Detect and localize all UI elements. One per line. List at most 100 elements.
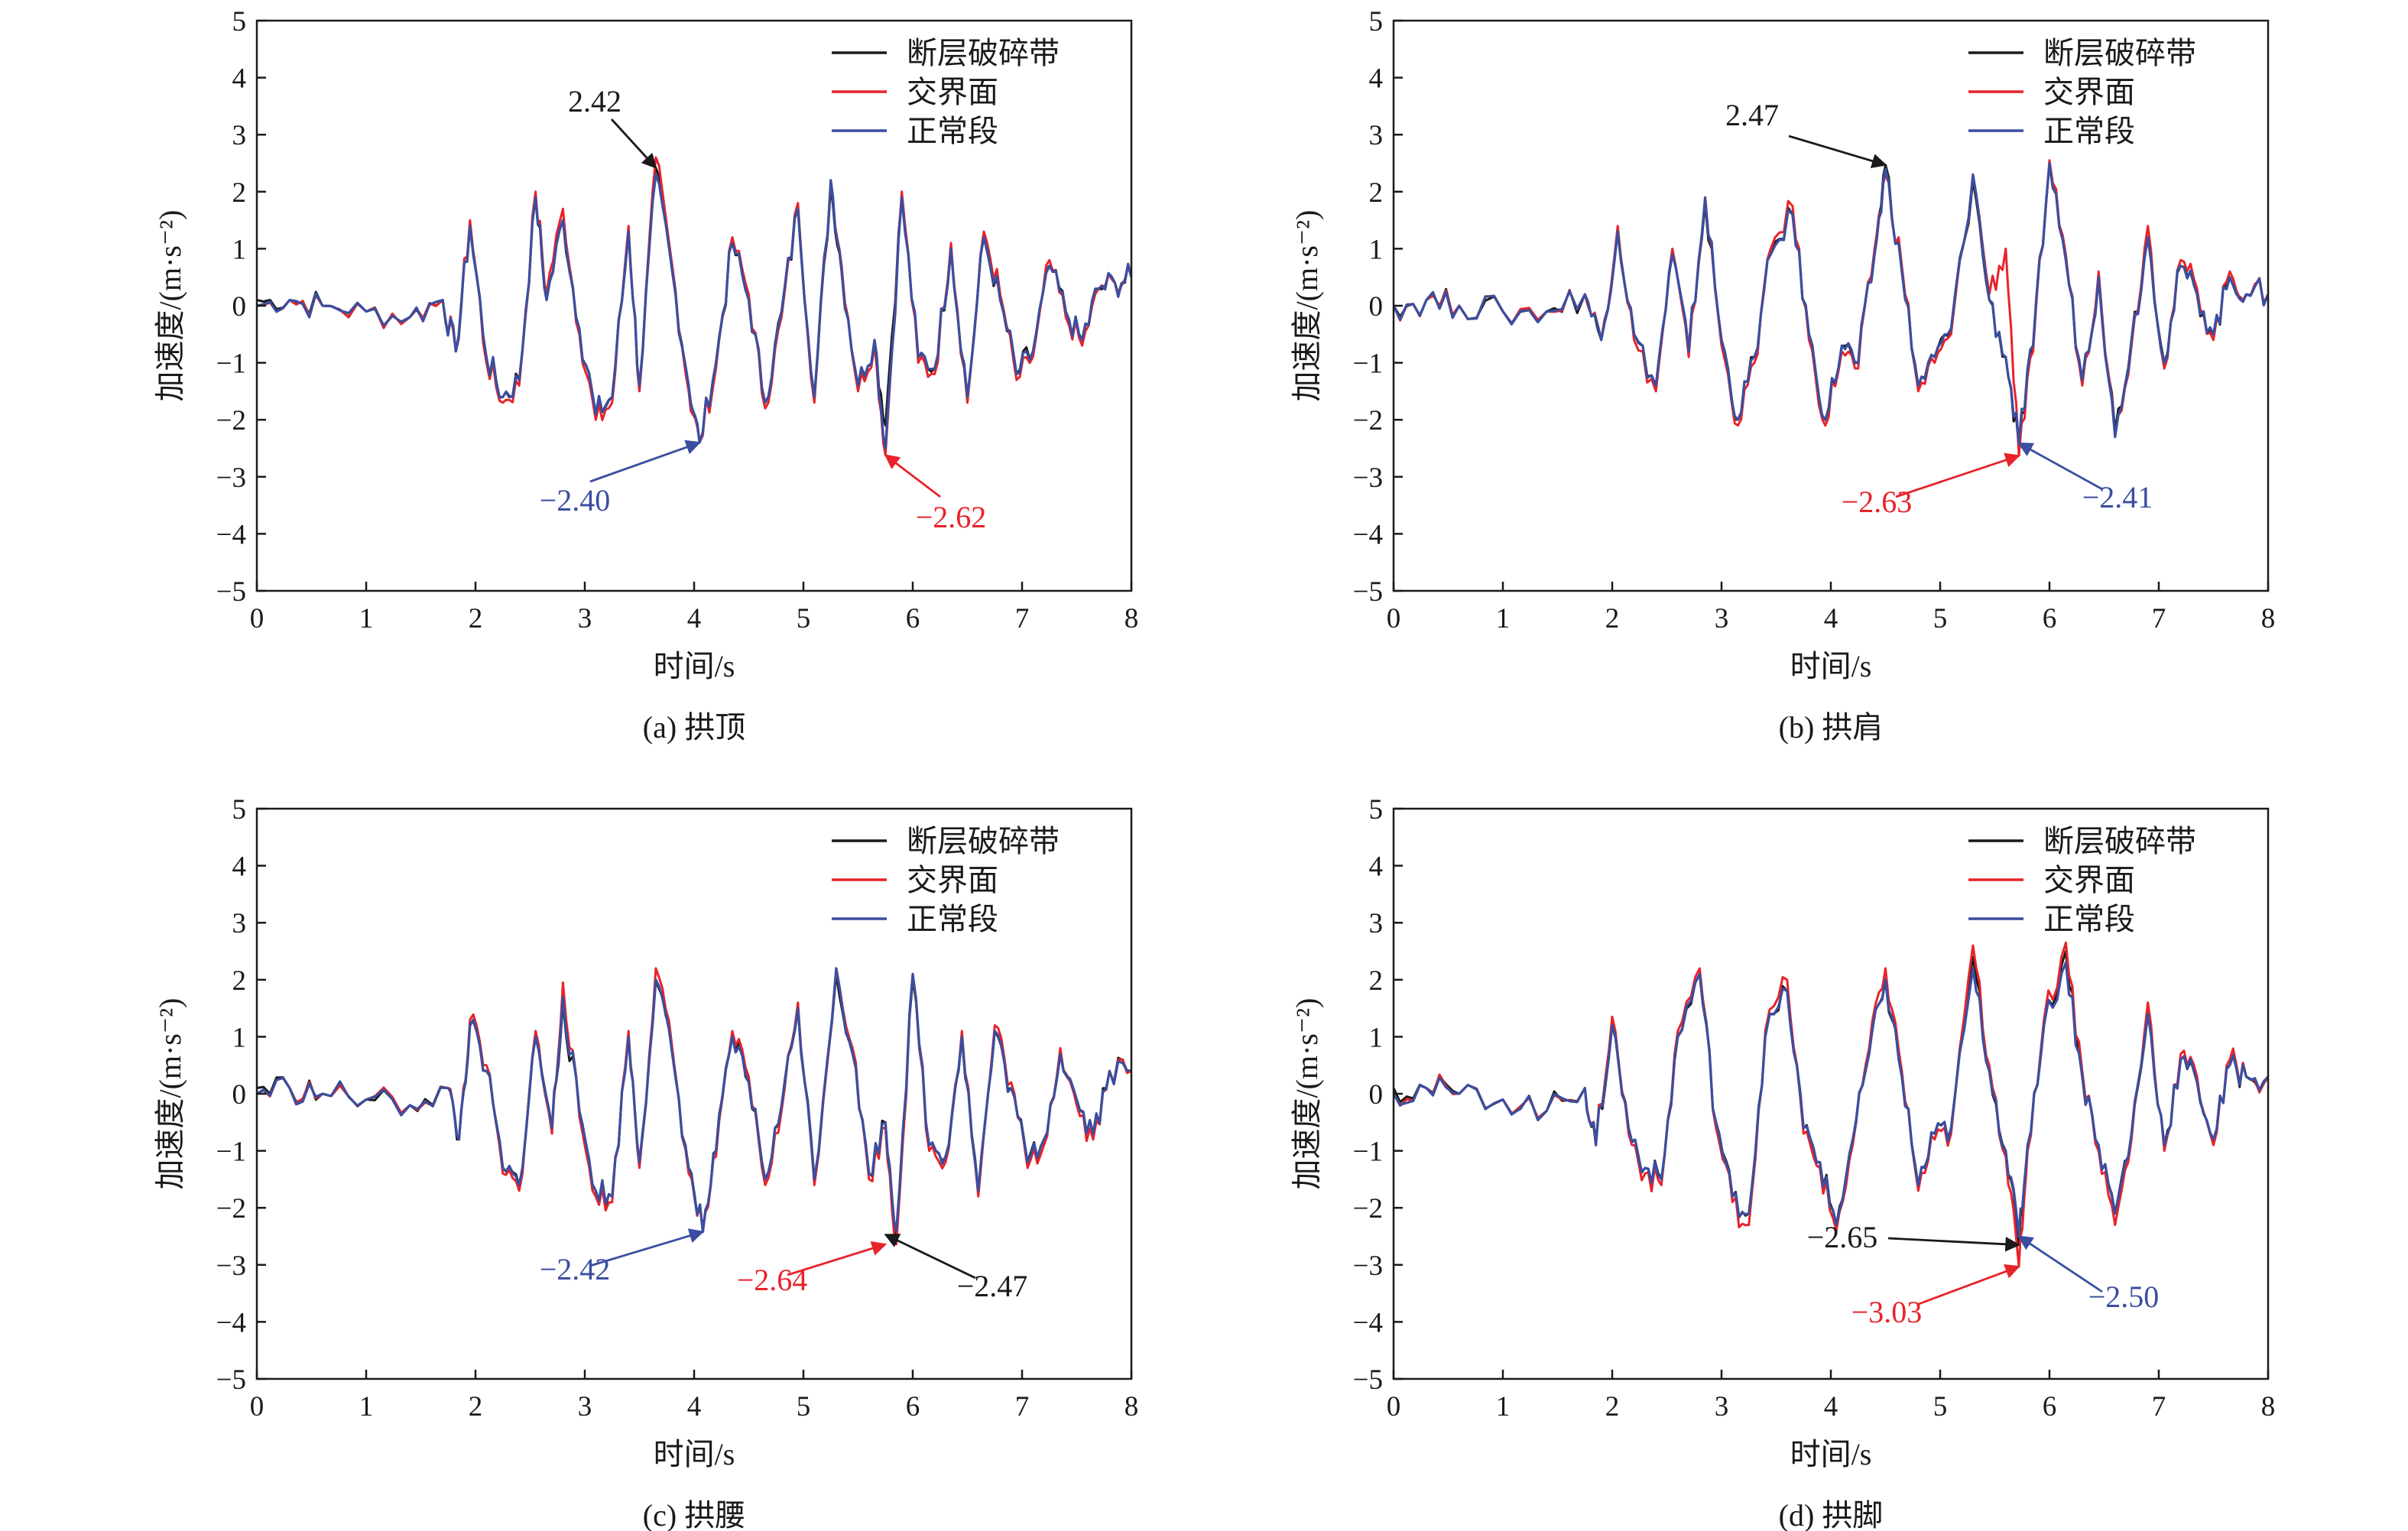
annotation-label: −2.50	[2088, 1280, 2160, 1314]
y-tick-label: −3	[1353, 462, 1383, 494]
series-line-4-3	[1394, 961, 2268, 1238]
y-tick-label: −4	[216, 1307, 246, 1338]
y-tick-label: 0	[232, 1079, 247, 1111]
y-tick-label: −1	[216, 1137, 246, 1168]
x-tick-label: 4	[687, 1391, 702, 1422]
annotation-arrow	[884, 454, 941, 498]
x-axis-title: 时间/s	[1790, 649, 1872, 683]
y-tick-label: −2	[1353, 405, 1383, 436]
series-line-3-3	[257, 967, 1131, 1234]
y-tick-label: −3	[216, 1250, 246, 1282]
y-tick-label: 3	[232, 908, 247, 939]
y-tick-label: −2	[1353, 1193, 1383, 1224]
annotation-arrow	[1788, 135, 1887, 169]
annotation-label: −2.40	[540, 483, 611, 517]
y-axis-title: 加速度/(m·s⁻²)	[153, 210, 187, 402]
y-tick-label: 0	[1369, 1079, 1384, 1111]
panel-caption: (c) 拱腰	[643, 1498, 745, 1531]
x-tick-label: 8	[2261, 1391, 2276, 1422]
y-tick-label: −2	[216, 405, 246, 436]
y-tick-label: 0	[232, 291, 247, 323]
series-line-4-2	[1394, 941, 2268, 1268]
annotation-arrow	[787, 1241, 888, 1276]
legend-label: 断层破碎带	[2043, 824, 2196, 858]
legend-label: 交界面	[907, 75, 998, 109]
annotation-arrow	[610, 118, 657, 169]
y-tick-label: −2	[216, 1193, 246, 1224]
y-tick-label: 4	[232, 851, 247, 883]
x-tick-label: 6	[906, 603, 920, 634]
annotation-label: −2.41	[2082, 480, 2153, 514]
legend-label: 断层破碎带	[907, 36, 1060, 70]
series-line-1-3	[257, 173, 1131, 450]
x-tick-label: 3	[578, 603, 592, 634]
x-tick-label: 8	[2261, 603, 2276, 634]
annotation-label: −3.03	[1851, 1295, 1923, 1329]
annotation-arrow	[2017, 442, 2103, 491]
x-tick-label: 0	[250, 603, 264, 634]
x-tick-label: 7	[1015, 603, 1030, 634]
legend-label: 交界面	[907, 863, 998, 897]
legend-label: 断层破碎带	[907, 824, 1060, 858]
y-axis-title: 加速度/(m·s⁻²)	[1290, 210, 1324, 402]
x-tick-label: 2	[1605, 1391, 1620, 1422]
y-tick-label: 2	[1369, 177, 1384, 209]
annotation-label: −2.63	[1842, 485, 1913, 519]
annotation-arrow	[1895, 452, 2020, 498]
series-line-2-2	[1394, 159, 2268, 457]
x-tick-label: 4	[1824, 1391, 1838, 1422]
legend-label: 交界面	[2043, 863, 2135, 897]
x-axis-title: 时间/s	[654, 1437, 735, 1471]
y-tick-label: −4	[1353, 519, 1383, 550]
x-tick-label: 0	[250, 1391, 264, 1422]
x-tick-label: 3	[1715, 603, 1729, 634]
y-tick-label: 4	[1369, 63, 1384, 95]
panel-1: 0 1 2 3 4 5 6 7 8 5 4 3 2 1 0 −1 −2 −3 −4 −5 时间/s 加速度/(m·s⁻²)…	[153, 6, 1138, 744]
legend-label: 交界面	[2043, 75, 2135, 109]
y-tick-label: −1	[1353, 349, 1383, 380]
x-tick-label: 4	[1824, 603, 1838, 634]
x-tick-label: 5	[1933, 603, 1948, 634]
x-tick-label: 1	[1496, 603, 1511, 634]
x-tick-label: 3	[1715, 1391, 1729, 1422]
panel-caption: (a) 拱顶	[643, 710, 745, 744]
y-tick-label: −5	[1353, 1364, 1383, 1396]
annotation-label: −2.47	[957, 1269, 1028, 1303]
annotation-label: −2.64	[737, 1263, 808, 1297]
annotation-label: 2.47	[1725, 98, 1779, 132]
y-tick-label: 4	[232, 63, 247, 95]
y-tick-label: −4	[1353, 1307, 1383, 1338]
y-tick-label: 5	[232, 794, 247, 826]
y-tick-label: −5	[216, 576, 246, 608]
annotation-arrow	[589, 440, 701, 483]
annotation-label: −2.62	[916, 500, 987, 534]
x-tick-label: 1	[1496, 1391, 1511, 1422]
x-tick-label: 5	[797, 603, 811, 634]
x-tick-label: 1	[359, 1391, 374, 1422]
y-axis-title: 加速度/(m·s⁻²)	[1290, 998, 1324, 1190]
x-tick-label: 7	[2152, 603, 2166, 634]
x-tick-label: 2	[1605, 603, 1620, 634]
x-tick-label: 8	[1124, 603, 1139, 634]
x-tick-label: 7	[1015, 1391, 1030, 1422]
x-tick-label: 5	[797, 1391, 811, 1422]
y-tick-label: 3	[1369, 908, 1384, 939]
y-tick-label: −3	[1353, 1250, 1383, 1282]
annotation-label: −2.65	[1807, 1220, 1878, 1254]
annotation-arrow	[1918, 1264, 2020, 1306]
x-tick-label: 7	[2152, 1391, 2166, 1422]
y-tick-label: 1	[1369, 234, 1384, 265]
y-tick-label: 2	[232, 965, 247, 997]
series-line-2-3	[1394, 161, 2268, 445]
y-tick-label: −3	[216, 462, 246, 494]
y-tick-label: −1	[1353, 1137, 1383, 1168]
x-tick-label: 1	[359, 603, 374, 634]
panel-caption: (b) 拱肩	[1779, 710, 1884, 744]
x-tick-label: 5	[1933, 1391, 1948, 1422]
y-tick-label: −5	[216, 1364, 246, 1396]
y-tick-label: 5	[232, 6, 247, 37]
y-axis-title: 加速度/(m·s⁻²)	[153, 998, 187, 1190]
x-tick-label: 0	[1387, 603, 1401, 634]
legend-label: 断层破碎带	[2043, 36, 2196, 70]
